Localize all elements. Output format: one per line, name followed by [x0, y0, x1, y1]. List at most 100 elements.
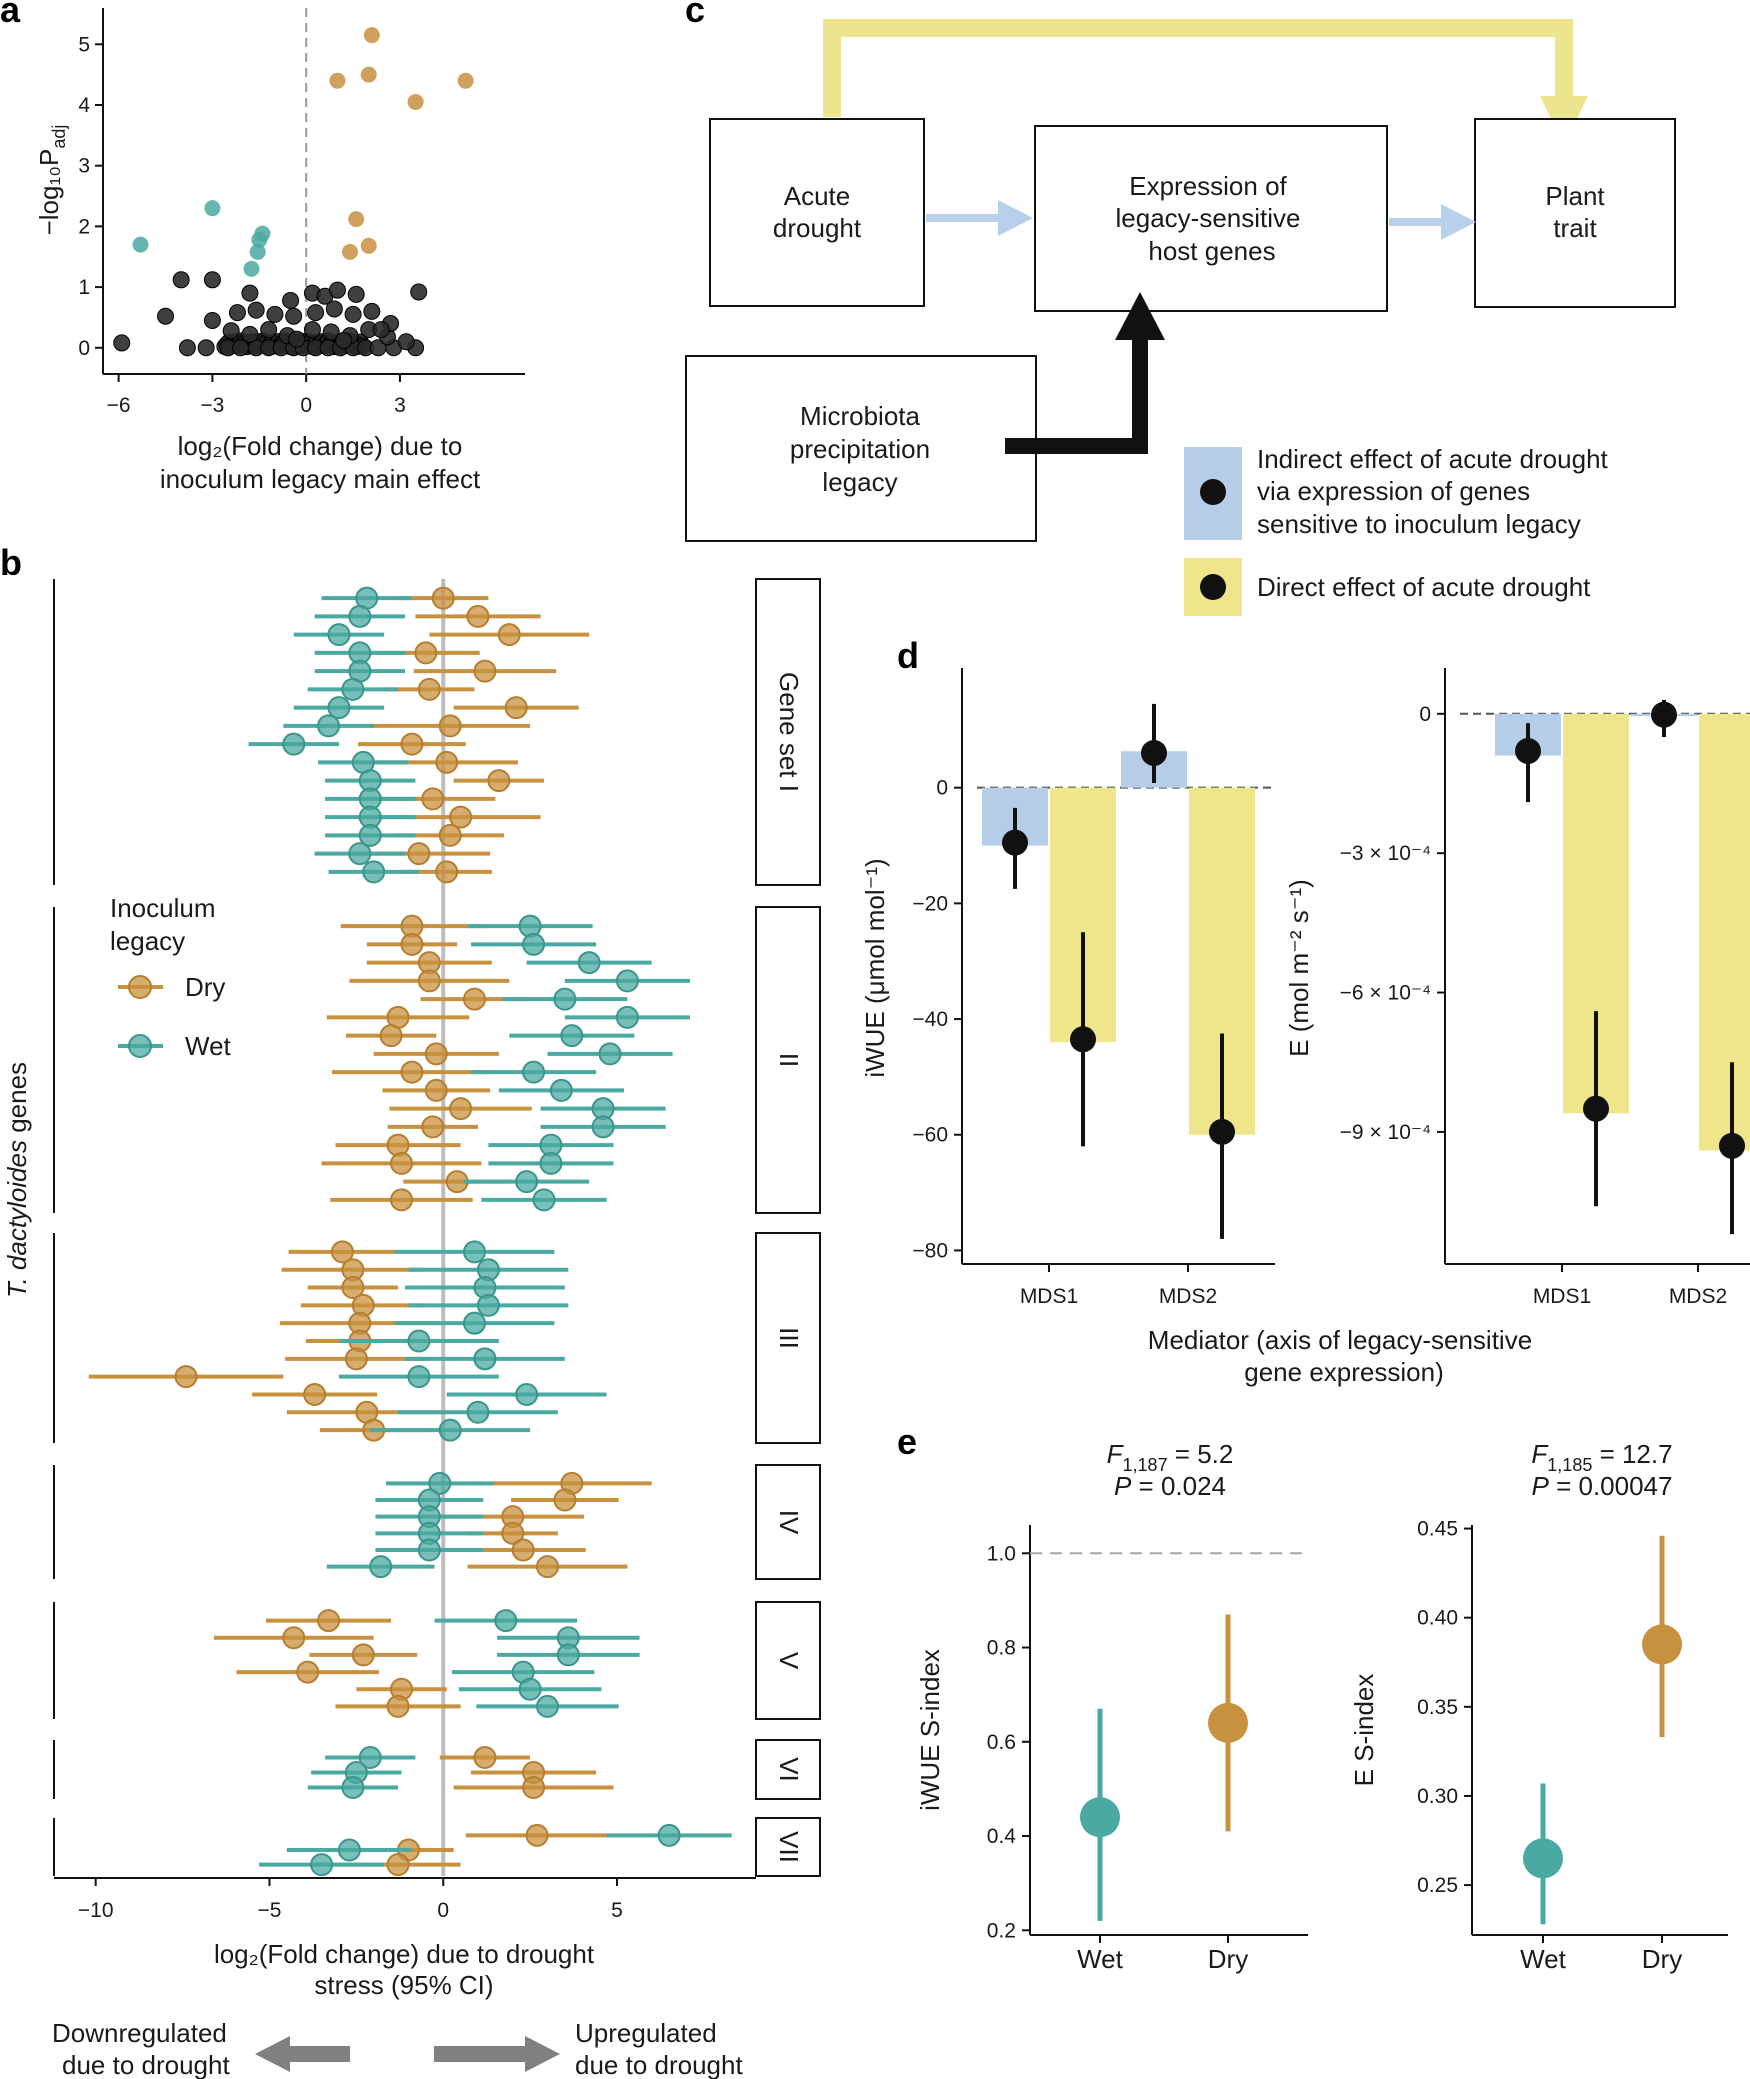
b-group-box	[755, 1739, 821, 1800]
a-point-ns	[232, 339, 250, 357]
a-point-ns	[266, 305, 284, 323]
arrow-left-icon	[255, 2036, 350, 2072]
box-acute-line2: drought	[773, 213, 862, 243]
a-ytick-label: 4	[78, 94, 90, 117]
a-point-ns	[228, 304, 246, 322]
legacy-arrow	[1005, 330, 1148, 454]
a-point-up	[329, 72, 346, 89]
a-xtick-label: 3	[394, 394, 406, 417]
b-dry-point	[435, 750, 459, 774]
box-micro-line2: precipitation	[790, 434, 930, 464]
d-xtick-label: MDS1	[1020, 1285, 1078, 1308]
b-dry-point	[511, 1538, 535, 1562]
a-xlabel-line2: inoculum legacy main effect	[160, 464, 481, 494]
d-xtick-label: MDS1	[1533, 1285, 1591, 1308]
a-ytick-label: 5	[78, 33, 90, 56]
d-xlabel-line1: Mediator (axis of legacy-sensitive	[1148, 1325, 1532, 1355]
e-left-stat-p: P = 0.024	[1114, 1471, 1226, 1501]
b-wet-point	[358, 823, 382, 847]
a-xlabel-line1: log₂(Fold change) due to	[178, 431, 463, 461]
d-point	[1002, 829, 1028, 856]
b-wet-point	[476, 1293, 500, 1317]
a-point-up	[457, 72, 474, 89]
b-wet-point	[428, 1471, 452, 1495]
b-wet-point	[466, 1400, 490, 1424]
a-point-ns	[203, 271, 221, 289]
b-xtick-label: 0	[437, 1899, 449, 1922]
e-right-ylabel: E S-index	[1349, 1674, 1379, 1787]
b-dry-point	[421, 787, 445, 811]
b-wet-point	[535, 1694, 559, 1718]
e-left-ylabel: iWUE S-index	[915, 1649, 945, 1811]
b-wet-point	[348, 604, 372, 628]
a-point-ns	[247, 301, 265, 319]
a-point-ns	[303, 321, 321, 339]
legacy-arrowhead	[1115, 292, 1165, 340]
a-point-ns	[285, 307, 303, 325]
b-dry-point	[424, 1042, 448, 1066]
b-wet-point	[657, 1823, 681, 1847]
a-point-ns	[363, 302, 381, 320]
e-xtick-label: Dry	[1642, 1944, 1682, 1974]
b-wet-point	[358, 1746, 382, 1769]
e-point	[1080, 1797, 1120, 1838]
b-legend-dry: Dry	[185, 972, 225, 1002]
d-ytick-label: −3 × 10⁻⁴	[1340, 842, 1431, 865]
d-point	[1515, 737, 1541, 764]
b-wet-point	[539, 1151, 563, 1175]
volcano-plot: −6 −3 0 3 0 1 2 3 4 5 −log₁₀Padj log₂(Fold change…	[34, 8, 525, 494]
pointrange-iwue: 0.2 0.4 0.6 0.8 1.0 Wet Dry F1,187 = 5.2 P = 0…	[915, 1439, 1308, 1974]
a-point-down	[249, 243, 266, 260]
b-wet-point	[473, 1347, 497, 1371]
b-wet-point	[553, 987, 577, 1011]
a-point-ns	[222, 322, 240, 340]
a-ytick-label: 0	[78, 337, 90, 360]
d-ytick-label: −20	[912, 892, 948, 915]
b-dry-point	[400, 932, 424, 956]
b-wet-point	[369, 1555, 393, 1579]
b-group-box	[755, 1464, 821, 1580]
b-wet-point	[407, 1329, 431, 1353]
d-bar-direct	[1699, 713, 1750, 1151]
d-point	[1583, 1095, 1609, 1122]
a-point-ns	[325, 300, 343, 318]
b-xlabel-line2: stress (95% CI)	[314, 1970, 493, 2000]
b-xtick-label: 5	[611, 1899, 623, 1922]
b-dry-point	[473, 1746, 497, 1769]
b-dry-point	[535, 1555, 559, 1579]
e-point	[1208, 1702, 1248, 1743]
d-ytick-label: 0	[936, 777, 948, 800]
b-legend: Inoculum legacy Dry Wet	[110, 893, 232, 1061]
e-xtick-label: Dry	[1208, 1944, 1248, 1974]
b-wet-point	[341, 677, 365, 701]
b-xlabel-line1: log₂(Fold change) due to drought	[214, 1939, 595, 1969]
b-dry-point	[424, 1078, 448, 1102]
a-point-ns	[282, 291, 300, 309]
e-ytick-label: 0.25	[1417, 1874, 1458, 1897]
legend-direct-dot	[1200, 574, 1226, 600]
b-group-label: II	[774, 1053, 804, 1067]
b-dry-point	[501, 1521, 525, 1545]
a-point-up	[407, 93, 424, 110]
b-dry-point	[341, 1276, 365, 1300]
b-dry-point	[421, 1115, 445, 1139]
b-group-label: V	[774, 1652, 804, 1670]
b-dry-point	[497, 623, 521, 647]
a-point-up	[348, 211, 365, 228]
b-dry-point	[522, 1776, 546, 1799]
b-legend-dry-marker	[128, 975, 152, 999]
b-dry-point	[438, 714, 462, 738]
d-ytick-label: 0	[1419, 703, 1431, 726]
d-ytick-label: −60	[912, 1124, 948, 1147]
e-point	[1642, 1624, 1682, 1665]
b-wet-point	[310, 1853, 334, 1877]
a-point-down	[251, 231, 268, 248]
d-ytick-label: −6 × 10⁻⁴	[1340, 982, 1431, 1005]
d-ytick-label: −80	[912, 1239, 948, 1262]
b-group-label: VI	[774, 1757, 804, 1782]
a-ytick-label: 3	[78, 155, 90, 178]
b-wet-point	[463, 1240, 487, 1264]
b-wet-point	[522, 932, 546, 956]
